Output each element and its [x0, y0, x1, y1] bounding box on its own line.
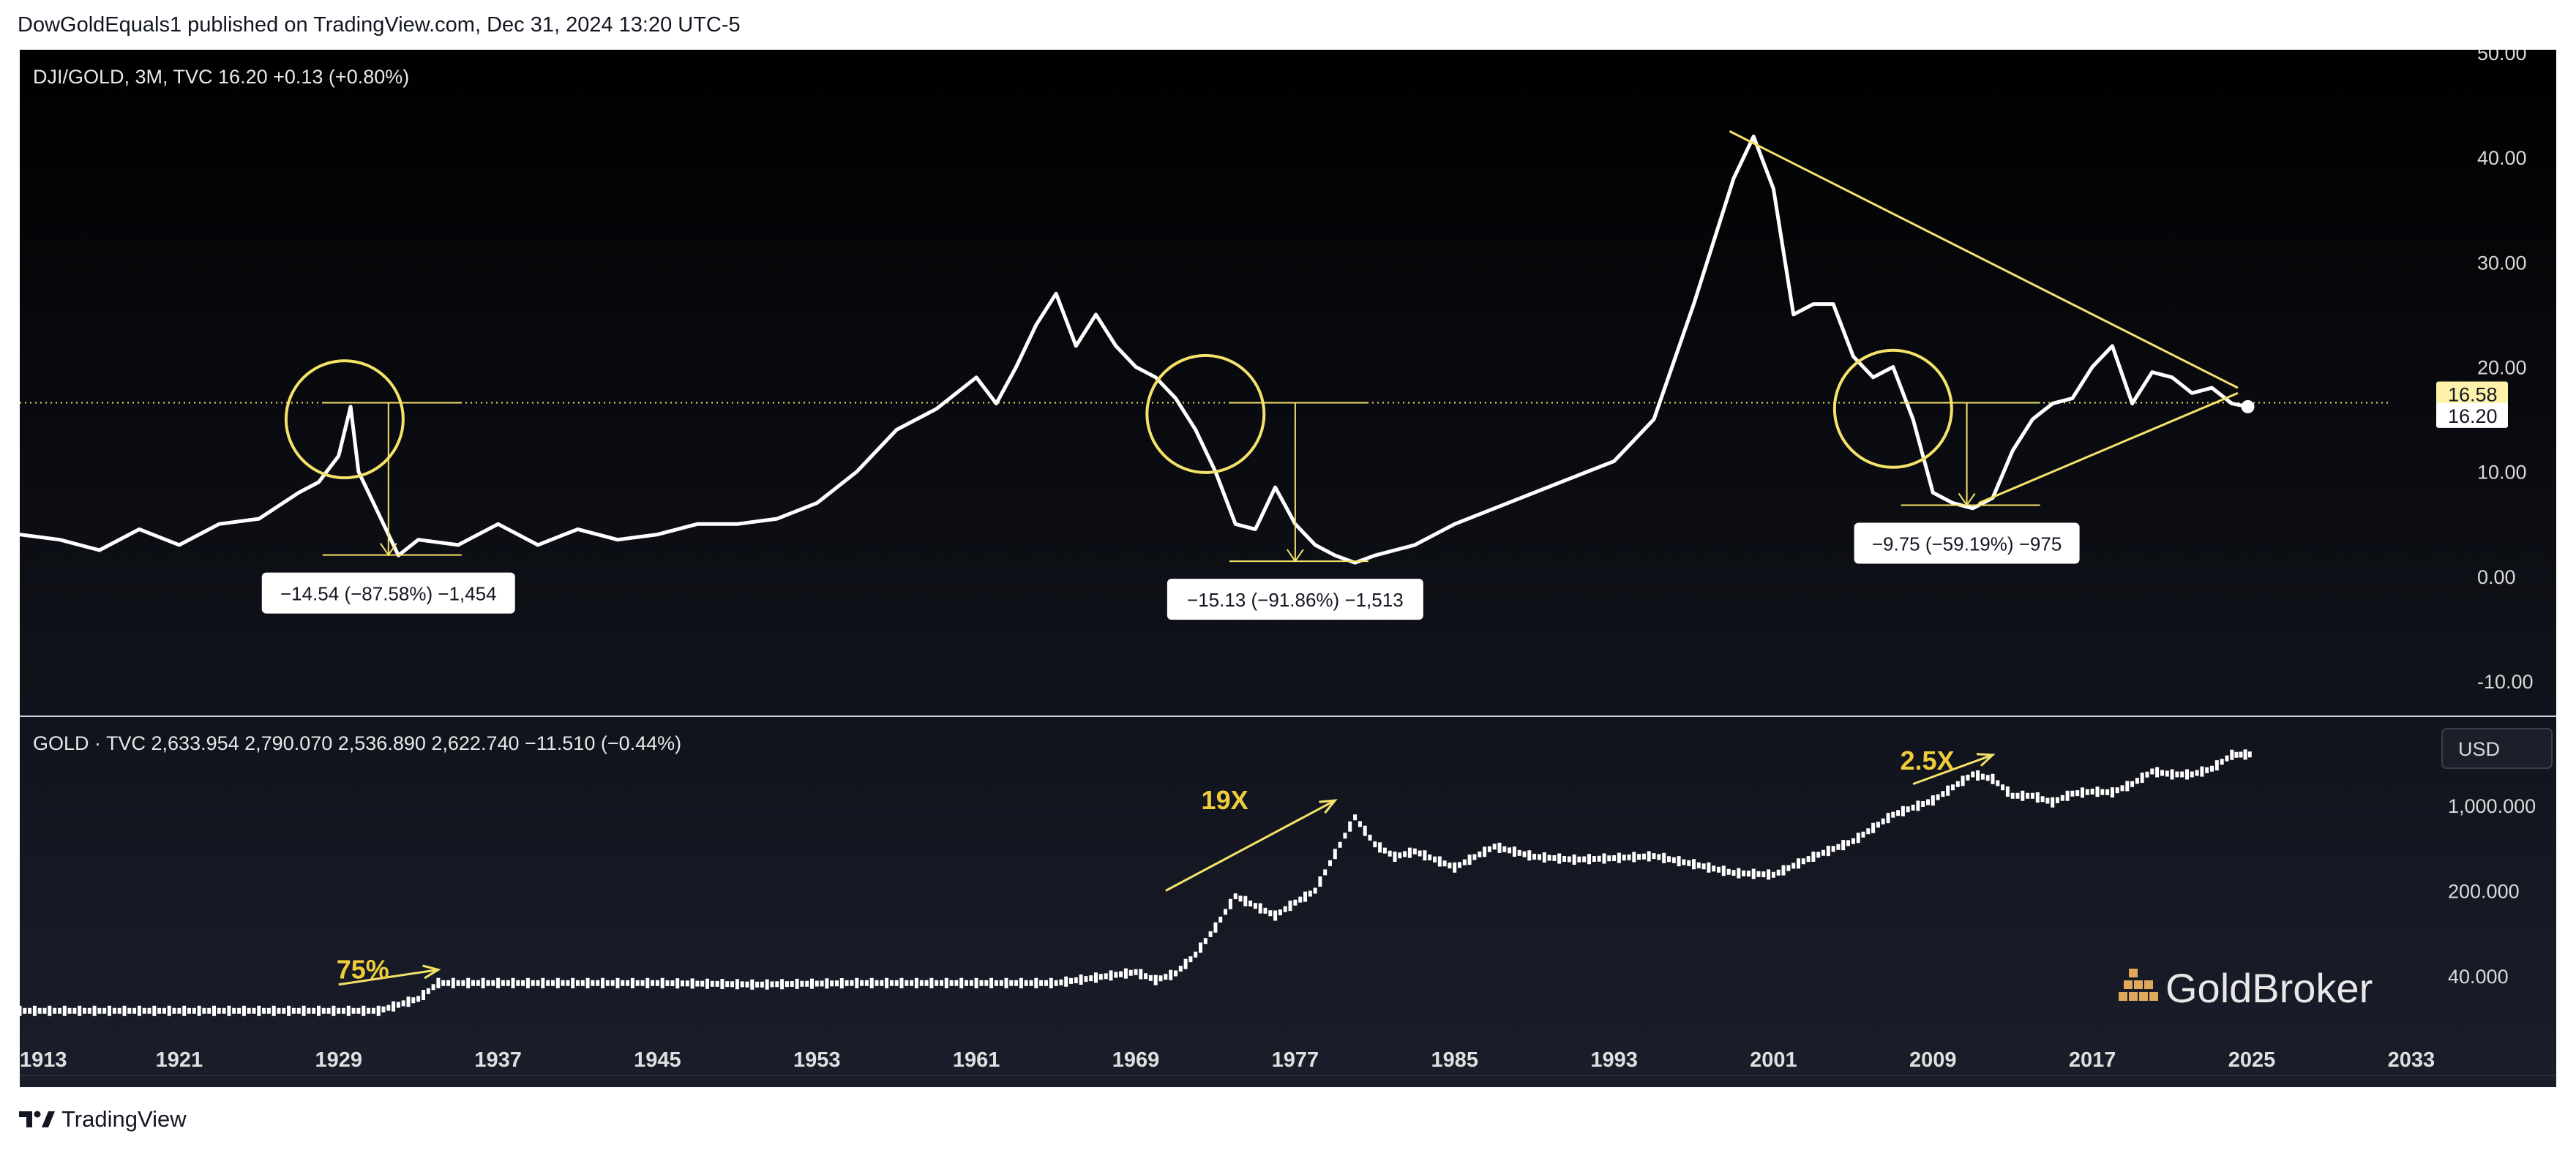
chart-svg[interactable]: 50.00 40.00 30.00 20.00 10.00 0.00 -10.00 16.58…: [18, 42, 2556, 1087]
chart-area[interactable]: 50.00 40.00 30.00 20.00 10.00 0.00 -10.00 16.58…: [18, 42, 2556, 1087]
price-label-box-1: [2436, 381, 2508, 407]
growth-arrow-line-2[interactable]: [1165, 799, 1336, 892]
x-tick-label: 2017: [2069, 1048, 2116, 1072]
drawdown-arrow-1: [379, 543, 397, 557]
growth-arrow-head-3: [1976, 753, 1996, 767]
x-tick-label: 1993: [1590, 1048, 1638, 1072]
drawdown-label-3: −9.75 (−59.19%) −975: [1872, 533, 2062, 555]
publisher-header: DowGoldEquals1 published on TradingView.…: [18, 13, 741, 37]
x-tick-label: 1961: [953, 1048, 1000, 1072]
x-tick-label: 1969: [1112, 1048, 1160, 1072]
x-tick-label: 1921: [156, 1048, 203, 1072]
tradingview-logo-icon: [19, 1111, 55, 1127]
growth-arrow-head-1: [422, 964, 441, 980]
x-tick-label: 2009: [1909, 1048, 1957, 1072]
price-label-2: 16.20: [2448, 405, 2498, 427]
goldbroker-watermark-text: GoldBroker: [2165, 965, 2373, 1011]
currency-button[interactable]: [2441, 728, 2553, 769]
dji-gold-legend[interactable]: DJI/GOLD, 3M, TVC 16.20 +0.13 (+0.80%): [33, 66, 409, 88]
footer[interactable]: TradingView: [18, 1106, 187, 1133]
drawdown-label-2: −15.13 (−91.86%) −1,513: [1187, 589, 1404, 611]
gold-legend[interactable]: GOLD · TVC 2,633.954 2,790.070 2,536.890…: [33, 732, 681, 754]
gold-bars-icon: [2119, 969, 2158, 1001]
drawdown-label-box-3[interactable]: [1854, 522, 2080, 564]
growth-label-3: 2.5X: [1900, 745, 1954, 775]
drawdown-arrow-2: [1287, 549, 1304, 563]
x-tick-label: 2033: [2388, 1048, 2435, 1072]
x-tick-label: 1977: [1272, 1048, 1319, 1072]
x-tick-label: 2025: [2228, 1048, 2276, 1072]
gold-y-tick: 200.000: [2448, 881, 2520, 903]
gold-y-tick: 1,000.000: [2448, 795, 2536, 817]
currency-button-label[interactable]: USD: [2458, 738, 2500, 760]
x-tick-label: 1945: [634, 1048, 681, 1072]
chart-background: [20, 50, 2556, 1087]
dji-gold-y-tick: 10.00: [2477, 462, 2527, 484]
x-tick-label: 1937: [474, 1048, 522, 1072]
gold-y-tick: 40.000: [2448, 966, 2509, 988]
drawdown-label-1: −14.54 (−87.58%) −1,454: [280, 583, 497, 605]
dji-gold-y-tick: 40.00: [2477, 147, 2527, 169]
last-price-dot: [2241, 399, 2255, 413]
highlight-circle-3[interactable]: [1832, 348, 1953, 469]
price-label-1: 16.58: [2448, 383, 2498, 405]
gold-series-bars[interactable]: [18, 749, 2252, 1016]
trendline-1[interactable]: [1729, 130, 2239, 389]
growth-label-1: 75%: [337, 954, 389, 984]
dji-gold-y-tick: 50.00: [2477, 50, 2527, 64]
dji-gold-series-line[interactable]: [19, 135, 2249, 565]
trendline-2[interactable]: [1978, 391, 2239, 504]
x-tick-label: 2001: [1750, 1048, 1797, 1072]
goldbroker-watermark: GoldBroker: [2119, 965, 2373, 1011]
growth-arrow-line-3[interactable]: [1912, 754, 1993, 786]
x-tick-label: 1913: [20, 1048, 67, 1072]
dji-gold-y-tick: 30.00: [2477, 252, 2527, 274]
x-tick-label: 1953: [793, 1048, 841, 1072]
dji-gold-y-tick: 20.00: [2477, 357, 2527, 379]
highlight-circle-1[interactable]: [284, 359, 405, 480]
growth-arrow-line-1[interactable]: [338, 968, 439, 986]
x-tick-label: 1929: [315, 1048, 362, 1072]
growth-label-2: 19X: [1202, 785, 1248, 815]
drawdown-label-box-1[interactable]: [261, 572, 515, 614]
dji-gold-y-tick: 0.00: [2477, 566, 2516, 588]
highlight-circle-2[interactable]: [1145, 353, 1266, 474]
drawdown-label-box-2[interactable]: [1167, 579, 1423, 620]
tradingview-brand[interactable]: TradingView: [61, 1106, 187, 1132]
price-label-box-2: [2436, 402, 2508, 428]
x-tick-label: 1985: [1431, 1048, 1478, 1072]
growth-arrow-head-2: [1319, 799, 1338, 814]
drawdown-arrow-3: [1958, 492, 1976, 507]
dji-gold-y-tick: -10.00: [2477, 671, 2534, 693]
